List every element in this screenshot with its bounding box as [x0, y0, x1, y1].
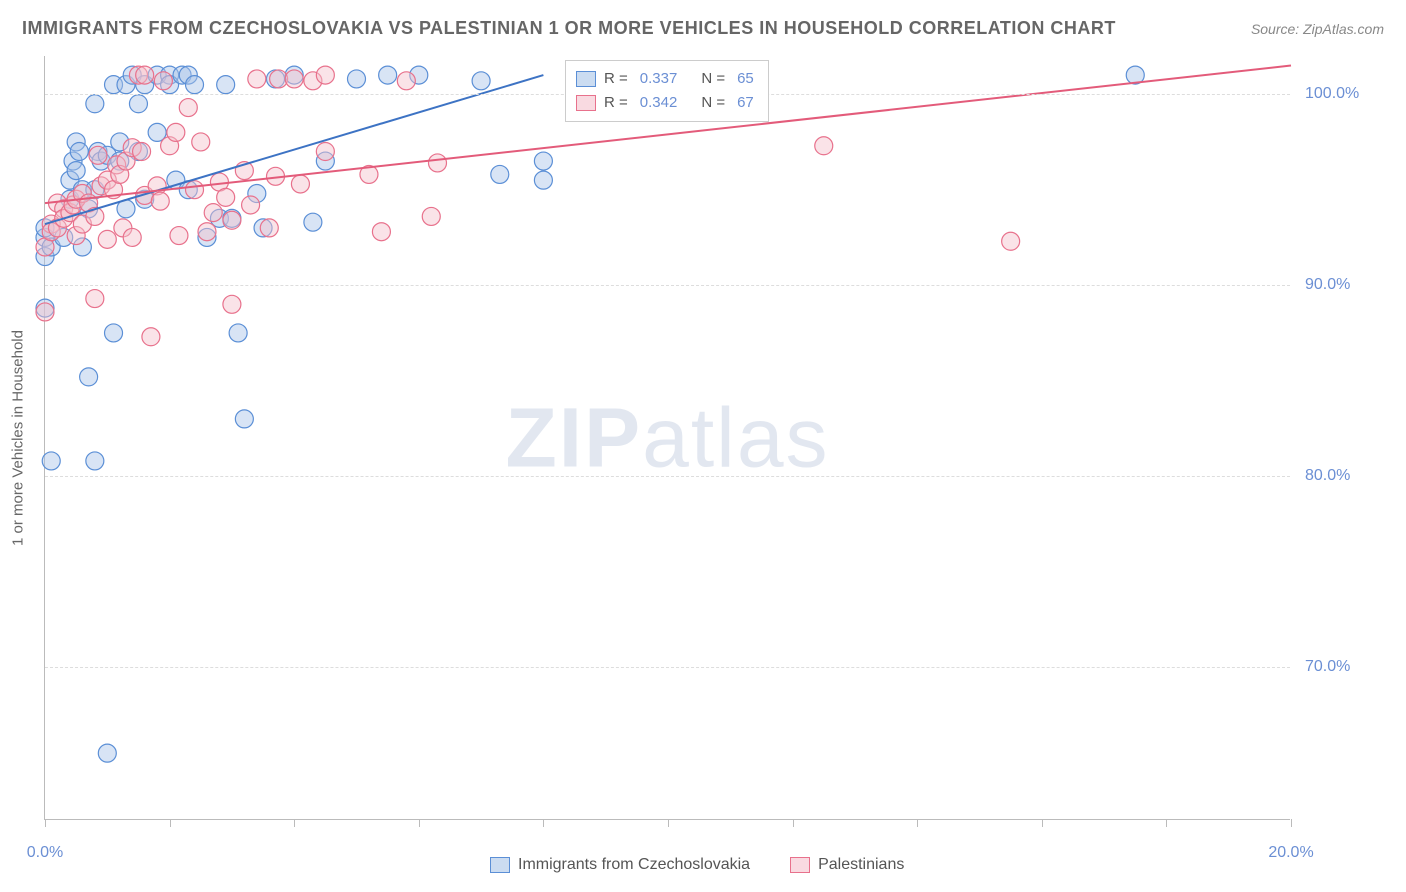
point-palestinian — [285, 70, 303, 88]
point-czech — [186, 76, 204, 94]
point-czech — [129, 95, 147, 113]
title-bar: IMMIGRANTS FROM CZECHOSLOVAKIA VS PALEST… — [22, 18, 1384, 39]
point-palestinian — [422, 207, 440, 225]
source-label: Source: ZipAtlas.com — [1251, 21, 1384, 37]
point-czech — [217, 76, 235, 94]
point-palestinian — [192, 133, 210, 151]
r-prefix: R = — [604, 91, 628, 115]
x-tick — [1042, 819, 1043, 827]
legend-row-palestinian: R = 0.342 N = 67 — [576, 91, 758, 115]
n-value-czech: 65 — [737, 67, 754, 91]
point-palestinian — [316, 66, 334, 84]
x-tick — [793, 819, 794, 827]
point-czech — [491, 165, 509, 183]
point-palestinian — [136, 66, 154, 84]
point-palestinian — [217, 188, 235, 206]
y-tick-label: 90.0% — [1305, 276, 1350, 294]
correlation-legend: R = 0.337 N = 65 R = 0.342 N = 67 — [565, 60, 769, 122]
point-czech — [379, 66, 397, 84]
legend-item-czech: Immigrants from Czechoslovakia — [490, 856, 750, 874]
point-palestinian — [372, 223, 390, 241]
point-palestinian — [428, 154, 446, 172]
x-tick-label: 0.0% — [27, 844, 63, 862]
point-palestinian — [151, 192, 169, 210]
point-palestinian — [223, 211, 241, 229]
point-czech — [98, 744, 116, 762]
legend-label-palestinian: Palestinians — [818, 856, 904, 874]
plot-area: ZIPatlas 70.0%80.0%90.0%100.0%0.0%20.0%R… — [44, 56, 1290, 820]
gridline — [45, 476, 1290, 477]
x-tick — [1166, 819, 1167, 827]
x-tick — [1291, 819, 1292, 827]
point-palestinian — [86, 290, 104, 308]
point-czech — [67, 162, 85, 180]
point-palestinian — [242, 196, 260, 214]
point-palestinian — [170, 227, 188, 245]
r-value-palestinian: 0.342 — [640, 91, 678, 115]
point-czech — [304, 213, 322, 231]
y-tick-label: 100.0% — [1305, 85, 1359, 103]
y-axis-label: 1 or more Vehicles in Household — [10, 330, 27, 546]
point-czech — [348, 70, 366, 88]
point-czech — [229, 324, 247, 342]
point-czech — [235, 410, 253, 428]
legend-label-czech: Immigrants from Czechoslovakia — [518, 856, 750, 874]
x-tick — [668, 819, 669, 827]
swatch-czech-icon — [576, 71, 596, 87]
point-palestinian — [167, 123, 185, 141]
point-czech — [42, 452, 60, 470]
point-palestinian — [89, 146, 107, 164]
bottom-legend: Immigrants from Czechoslovakia Palestini… — [490, 856, 904, 874]
swatch-czech — [490, 857, 510, 873]
point-czech — [105, 324, 123, 342]
swatch-palestinian — [790, 857, 810, 873]
point-czech — [86, 95, 104, 113]
point-palestinian — [815, 137, 833, 155]
point-palestinian — [204, 204, 222, 222]
point-palestinian — [397, 72, 415, 90]
x-tick — [45, 819, 46, 827]
point-czech — [534, 171, 552, 189]
point-czech — [534, 152, 552, 170]
x-tick — [294, 819, 295, 827]
point-czech — [80, 368, 98, 386]
point-palestinian — [248, 70, 266, 88]
point-palestinian — [186, 181, 204, 199]
legend-item-palestinian: Palestinians — [790, 856, 904, 874]
point-palestinian — [179, 99, 197, 117]
chart-title: IMMIGRANTS FROM CZECHOSLOVAKIA VS PALEST… — [22, 18, 1116, 39]
point-palestinian — [142, 328, 160, 346]
y-tick-label: 70.0% — [1305, 658, 1350, 676]
point-palestinian — [198, 223, 216, 241]
x-tick — [419, 819, 420, 827]
point-czech — [86, 452, 104, 470]
swatch-palestinian-icon — [576, 95, 596, 111]
n-value-palestinian: 67 — [737, 91, 754, 115]
x-tick — [917, 819, 918, 827]
point-palestinian — [223, 295, 241, 313]
n-prefix: N = — [701, 67, 725, 91]
point-czech — [70, 143, 88, 161]
y-tick-label: 80.0% — [1305, 467, 1350, 485]
point-palestinian — [1002, 232, 1020, 250]
point-czech — [472, 72, 490, 90]
n-prefix: N = — [701, 91, 725, 115]
chart-svg — [45, 56, 1290, 819]
legend-row-czech: R = 0.337 N = 65 — [576, 67, 758, 91]
point-palestinian — [98, 230, 116, 248]
point-palestinian — [291, 175, 309, 193]
r-prefix: R = — [604, 67, 628, 91]
point-palestinian — [133, 143, 151, 161]
point-palestinian — [316, 143, 334, 161]
gridline — [45, 285, 1290, 286]
r-value-czech: 0.337 — [640, 67, 678, 91]
point-palestinian — [123, 228, 141, 246]
point-palestinian — [36, 303, 54, 321]
x-tick — [170, 819, 171, 827]
point-palestinian — [154, 72, 172, 90]
gridline — [45, 667, 1290, 668]
x-tick-label: 20.0% — [1268, 844, 1313, 862]
point-palestinian — [260, 219, 278, 237]
x-tick — [543, 819, 544, 827]
